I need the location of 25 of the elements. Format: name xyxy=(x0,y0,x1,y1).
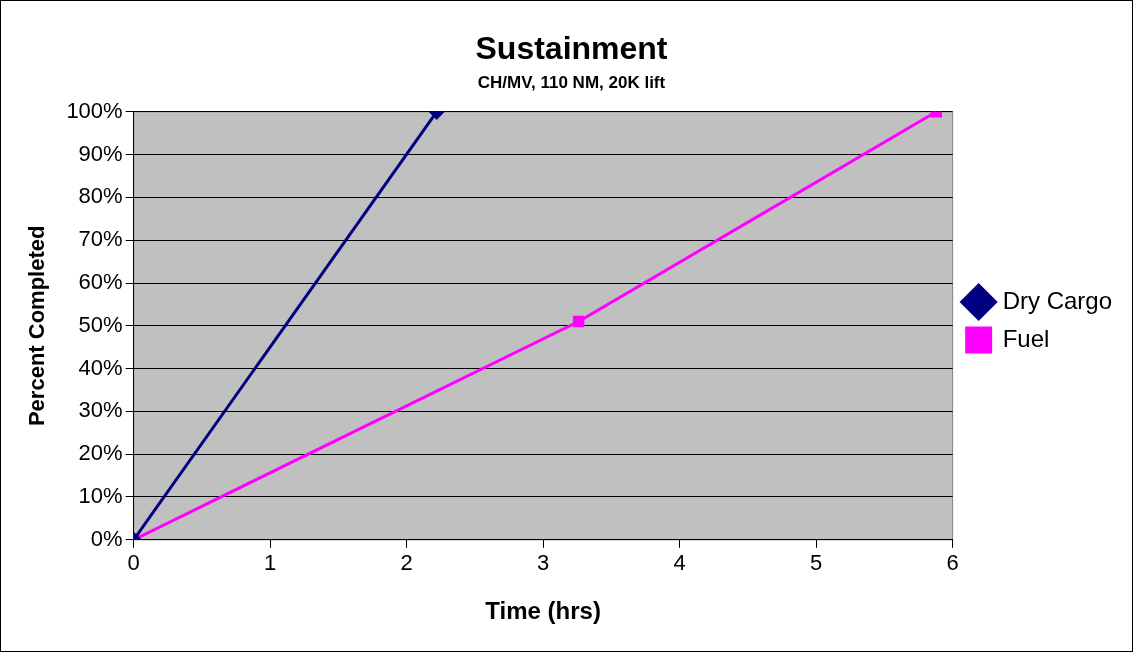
x-tick-label: 5 xyxy=(810,550,823,576)
chart-subtitle: CH/MV, 110 NM, 20K lift xyxy=(477,73,666,93)
y-tick-label: 30% xyxy=(78,397,123,423)
x-tick-label: 0 xyxy=(127,550,140,576)
x-tick-label: 1 xyxy=(264,550,277,576)
x-axis-title: Time (hrs) xyxy=(485,597,601,625)
y-tick-label: 100% xyxy=(66,97,123,123)
x-tick-label: 2 xyxy=(400,550,413,576)
y-tick-label: 20% xyxy=(78,440,123,466)
chart-title: Sustainment xyxy=(475,30,668,67)
legend-label: Fuel xyxy=(1002,324,1050,352)
point xyxy=(572,315,585,328)
y-tick-label: 70% xyxy=(78,226,123,252)
y-tick-label: 80% xyxy=(78,183,123,209)
y-tick-label: 60% xyxy=(78,269,123,295)
y-tick-label: 50% xyxy=(78,311,123,337)
y-axis-title: Percent Completed xyxy=(24,225,50,427)
y-tick-label: 10% xyxy=(78,483,123,509)
x-tick-label: 3 xyxy=(537,550,550,576)
legend-label: Dry Cargo xyxy=(1002,286,1112,314)
x-tick-label: 6 xyxy=(946,550,959,576)
y-tick-label: 40% xyxy=(78,354,123,380)
x-tick-label: 4 xyxy=(673,550,686,576)
y-tick-label: 90% xyxy=(78,140,123,166)
y-tick-label: 0% xyxy=(90,525,123,551)
